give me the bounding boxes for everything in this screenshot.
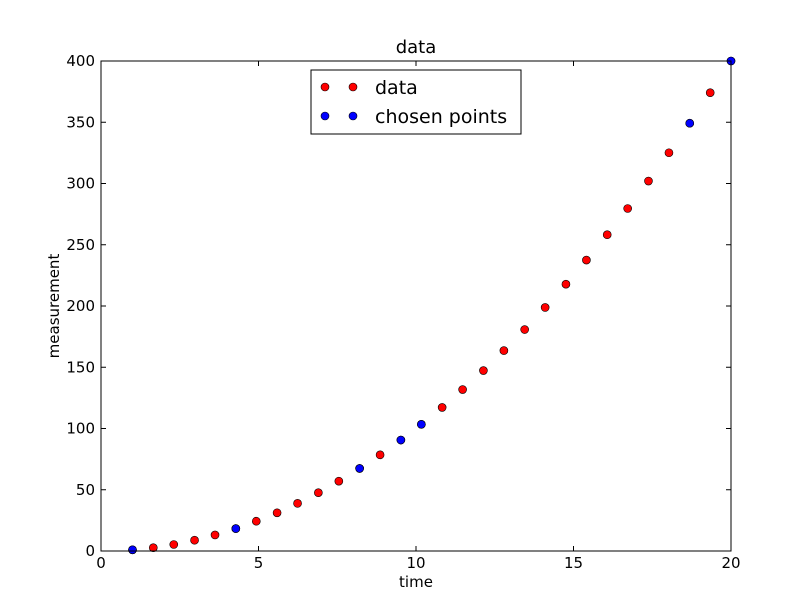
x-tick-label: 20 <box>721 554 740 572</box>
x-tick-label: 10 <box>406 554 425 572</box>
data-point <box>623 204 632 213</box>
data-point <box>210 530 220 540</box>
data-point <box>272 508 282 518</box>
y-tick-label: 150 <box>66 358 95 376</box>
data-point <box>334 476 344 486</box>
data-point <box>355 464 364 473</box>
chart-title: data <box>396 37 437 58</box>
legend-marker <box>320 82 330 92</box>
legend-entry: chosen points <box>320 106 507 128</box>
x-tick-label: 15 <box>564 554 583 572</box>
data-point <box>293 499 302 508</box>
y-tick-label: 50 <box>76 481 95 499</box>
legend-entries: data chosen points <box>320 77 507 128</box>
data-point <box>479 366 488 375</box>
data-point <box>664 148 674 158</box>
data-point <box>540 303 550 312</box>
y-tick-label: 300 <box>66 175 95 193</box>
data-point <box>251 516 261 526</box>
data-point <box>705 88 715 98</box>
x-axis-label: time <box>399 573 433 591</box>
legend-label: chosen points <box>375 106 507 128</box>
y-tick-label: 250 <box>66 236 95 254</box>
y-tick-label: 350 <box>66 113 95 131</box>
legend-entry: data <box>320 77 418 99</box>
data-point <box>375 450 385 460</box>
y-axis-label: measurement <box>45 254 63 359</box>
data-point <box>520 325 529 334</box>
data-point <box>582 255 591 265</box>
data-point <box>417 420 426 429</box>
data-point <box>148 543 158 552</box>
y-tick-label: 200 <box>66 297 95 315</box>
legend-marker <box>348 82 358 92</box>
y-tick-label: 0 <box>85 542 95 560</box>
data-point <box>314 488 323 497</box>
x-tick-label: 0 <box>96 554 106 572</box>
legend-label: data <box>375 77 418 99</box>
data-point <box>437 403 447 412</box>
data-point <box>602 230 612 240</box>
x-tick-label: 5 <box>254 554 264 572</box>
data-point <box>685 118 695 128</box>
data-point <box>644 176 653 186</box>
data-point <box>190 535 199 545</box>
y-tick-label: 400 <box>66 52 95 70</box>
data-point <box>169 540 179 549</box>
points-layer <box>128 56 736 555</box>
legend-marker <box>320 111 330 121</box>
data-point <box>561 279 571 289</box>
legend-box <box>310 69 522 135</box>
data-point <box>231 524 241 533</box>
y-tick-label: 100 <box>66 420 95 438</box>
data-point <box>396 435 406 445</box>
data-point <box>458 385 467 394</box>
legend: data chosen points <box>310 69 522 135</box>
legend-marker <box>348 111 358 121</box>
data-point <box>128 545 137 555</box>
data-point <box>499 346 509 355</box>
